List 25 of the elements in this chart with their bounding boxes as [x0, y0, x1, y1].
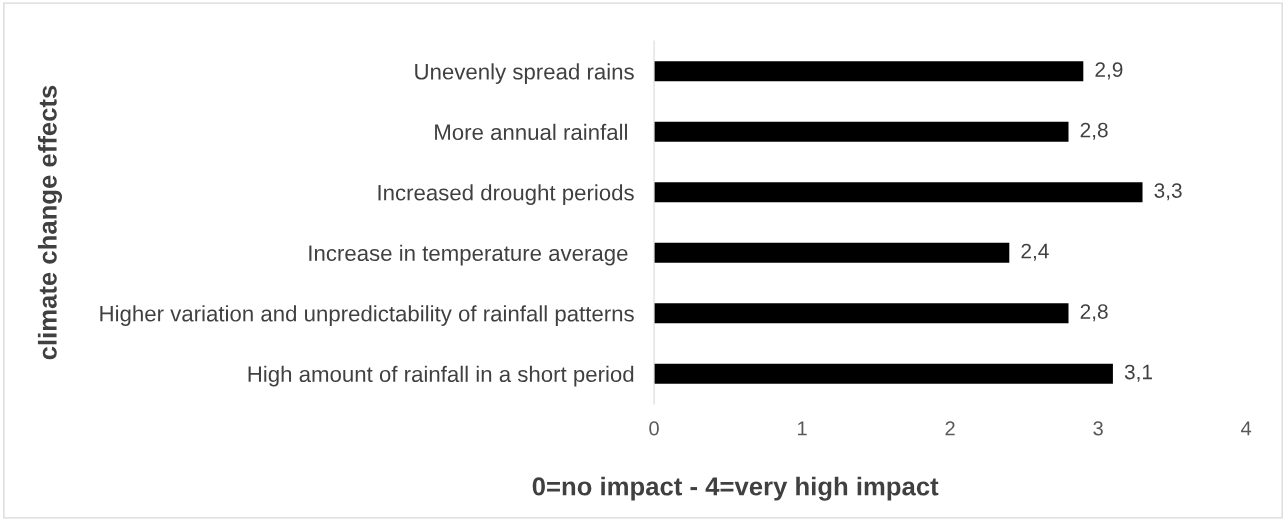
bar	[654, 182, 1143, 203]
y-axis-title: climate change effects	[37, 85, 62, 360]
y-tick-label: Increase in temperature average	[309, 244, 628, 266]
bar	[654, 121, 1069, 142]
x-tick-label: 1	[798, 421, 807, 436]
data-label: 3,3	[1154, 183, 1182, 201]
y-tick-label: Unevenly spread rains	[415, 63, 634, 84]
y-tick-label: More annual rainfall	[435, 123, 627, 141]
data-label: 2,8	[1080, 304, 1108, 322]
bar	[654, 61, 1084, 82]
bar	[654, 303, 1069, 324]
y-tick-label: Increased drought periods	[378, 184, 634, 205]
data-label: 2,8	[1080, 122, 1108, 140]
x-tick-label: 2	[945, 421, 955, 436]
x-axis-title: 0=no impact - 4=very high impact	[532, 476, 939, 501]
data-label: 2,9	[1095, 62, 1123, 80]
x-tick-label: 0	[649, 421, 659, 436]
x-tick-label: 4	[1241, 421, 1252, 436]
data-label: 2,4	[1021, 243, 1049, 261]
bar	[654, 363, 1113, 384]
data-label: 3,1	[1124, 364, 1152, 382]
y-tick-label: High amount of rainfall in a short period	[248, 365, 634, 387]
bar	[654, 242, 1010, 263]
x-tick-label: 3	[1093, 421, 1103, 436]
y-tick-label: Higher variation and unpredictability of rainfall patterns	[100, 305, 634, 326]
